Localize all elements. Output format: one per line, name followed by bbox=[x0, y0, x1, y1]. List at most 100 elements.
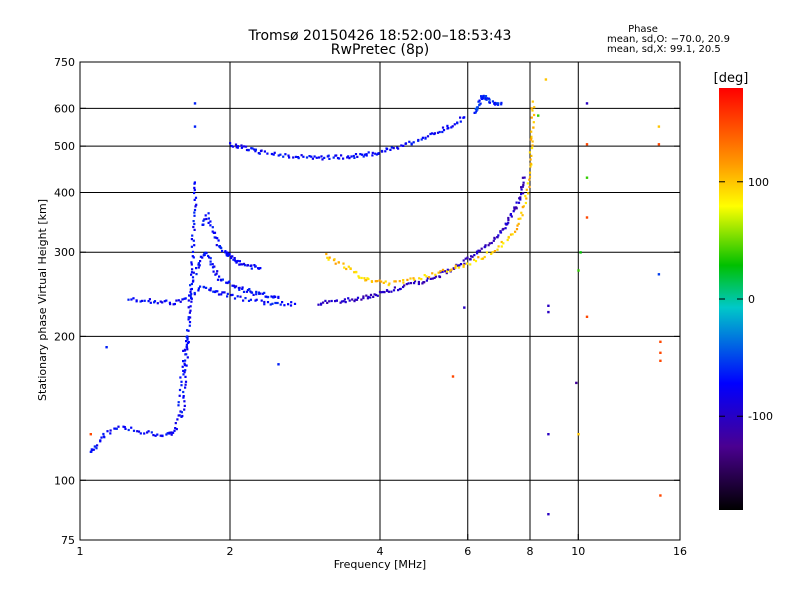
trace-point bbox=[221, 278, 224, 281]
trace-point bbox=[244, 145, 248, 148]
trace-point bbox=[221, 291, 224, 294]
trace-point bbox=[190, 287, 193, 291]
trace-point bbox=[457, 266, 460, 269]
trace-point bbox=[180, 411, 183, 414]
trace-point bbox=[430, 132, 434, 135]
trace-point bbox=[184, 380, 188, 383]
trace-point bbox=[334, 300, 337, 303]
trace-point bbox=[340, 300, 344, 303]
trace-point bbox=[450, 268, 453, 271]
trace-point bbox=[187, 341, 190, 344]
trace-point bbox=[188, 324, 191, 327]
trace-point bbox=[378, 279, 381, 282]
trace-point bbox=[512, 210, 515, 213]
trace-point bbox=[190, 261, 193, 264]
trace-point bbox=[254, 150, 257, 153]
trace-point bbox=[332, 156, 335, 159]
trace-point bbox=[207, 212, 210, 215]
trace-point bbox=[122, 425, 125, 428]
trace-point bbox=[347, 265, 350, 268]
trace-point bbox=[409, 282, 413, 285]
trace-point bbox=[522, 181, 525, 184]
trace-point bbox=[428, 276, 431, 279]
trace-point bbox=[235, 261, 238, 264]
trace-point bbox=[353, 300, 356, 303]
trace-point bbox=[529, 162, 532, 165]
trace-point bbox=[254, 148, 257, 151]
trace-point bbox=[175, 299, 178, 302]
trace-point bbox=[520, 211, 523, 214]
trace-point bbox=[186, 348, 189, 351]
trace-point bbox=[387, 290, 390, 293]
trace-point bbox=[130, 426, 133, 429]
trace-point bbox=[218, 275, 221, 278]
trace-point bbox=[190, 271, 194, 274]
trace-point bbox=[528, 171, 532, 174]
trace-point bbox=[156, 433, 159, 436]
trace-point bbox=[366, 297, 369, 300]
trace-point bbox=[426, 277, 429, 280]
trace-point bbox=[420, 138, 423, 141]
trace-point bbox=[421, 136, 424, 139]
trace-point bbox=[181, 365, 184, 368]
trace-point bbox=[473, 111, 476, 114]
trace-point bbox=[245, 148, 249, 152]
trace-point bbox=[209, 263, 212, 266]
trace-point bbox=[421, 282, 424, 285]
trace-point bbox=[521, 185, 524, 188]
trace-point bbox=[178, 394, 181, 397]
y-tick-label: 100 bbox=[54, 474, 75, 487]
trace-point bbox=[239, 263, 242, 266]
trace-point bbox=[270, 295, 273, 298]
trace-point bbox=[117, 425, 120, 428]
trace-point bbox=[528, 175, 532, 178]
trace-point bbox=[187, 299, 190, 302]
trace-point bbox=[260, 149, 263, 152]
trace-point bbox=[255, 290, 258, 293]
trace-point bbox=[500, 101, 503, 104]
trace-point bbox=[139, 432, 142, 435]
trace-point bbox=[217, 239, 220, 242]
trace-point bbox=[475, 250, 479, 253]
trace-point bbox=[480, 95, 483, 98]
trace-point bbox=[327, 154, 330, 157]
trace-point bbox=[195, 273, 198, 276]
trace-point bbox=[429, 277, 432, 280]
trace-point bbox=[289, 304, 293, 307]
trace-point bbox=[177, 404, 180, 407]
trace-point bbox=[450, 126, 453, 129]
trace-point bbox=[209, 220, 212, 223]
trace-point bbox=[343, 298, 346, 301]
scatter-point bbox=[451, 375, 455, 378]
trace-point bbox=[211, 226, 214, 229]
trace-point bbox=[136, 430, 139, 433]
trace-point bbox=[434, 273, 437, 276]
trace-point bbox=[181, 298, 184, 301]
trace-point bbox=[447, 127, 450, 130]
trace-point bbox=[271, 302, 274, 305]
trace-point bbox=[406, 278, 409, 281]
trace-point bbox=[500, 245, 503, 248]
trace-point bbox=[367, 151, 370, 154]
trace-point bbox=[191, 250, 195, 253]
trace-point bbox=[397, 147, 400, 150]
trace-point bbox=[532, 121, 535, 124]
trace-point bbox=[195, 267, 198, 270]
trace-point bbox=[270, 152, 273, 156]
trace-point bbox=[228, 253, 231, 256]
scatter-point bbox=[657, 273, 661, 276]
trace-point bbox=[282, 155, 285, 158]
trace-point bbox=[475, 109, 478, 112]
trace-point bbox=[397, 289, 400, 292]
colorbar-ticks: 100 0 -100 bbox=[719, 176, 773, 423]
trace-point bbox=[253, 264, 256, 267]
trace-point bbox=[238, 286, 241, 289]
trace-point bbox=[149, 301, 152, 304]
trace-point bbox=[313, 155, 316, 158]
trace-point bbox=[476, 108, 479, 111]
scatter-point bbox=[544, 78, 548, 81]
trace-point bbox=[441, 126, 445, 129]
trace-point bbox=[234, 143, 238, 146]
trace-point bbox=[531, 147, 534, 150]
y-tick-label: 500 bbox=[54, 140, 75, 153]
